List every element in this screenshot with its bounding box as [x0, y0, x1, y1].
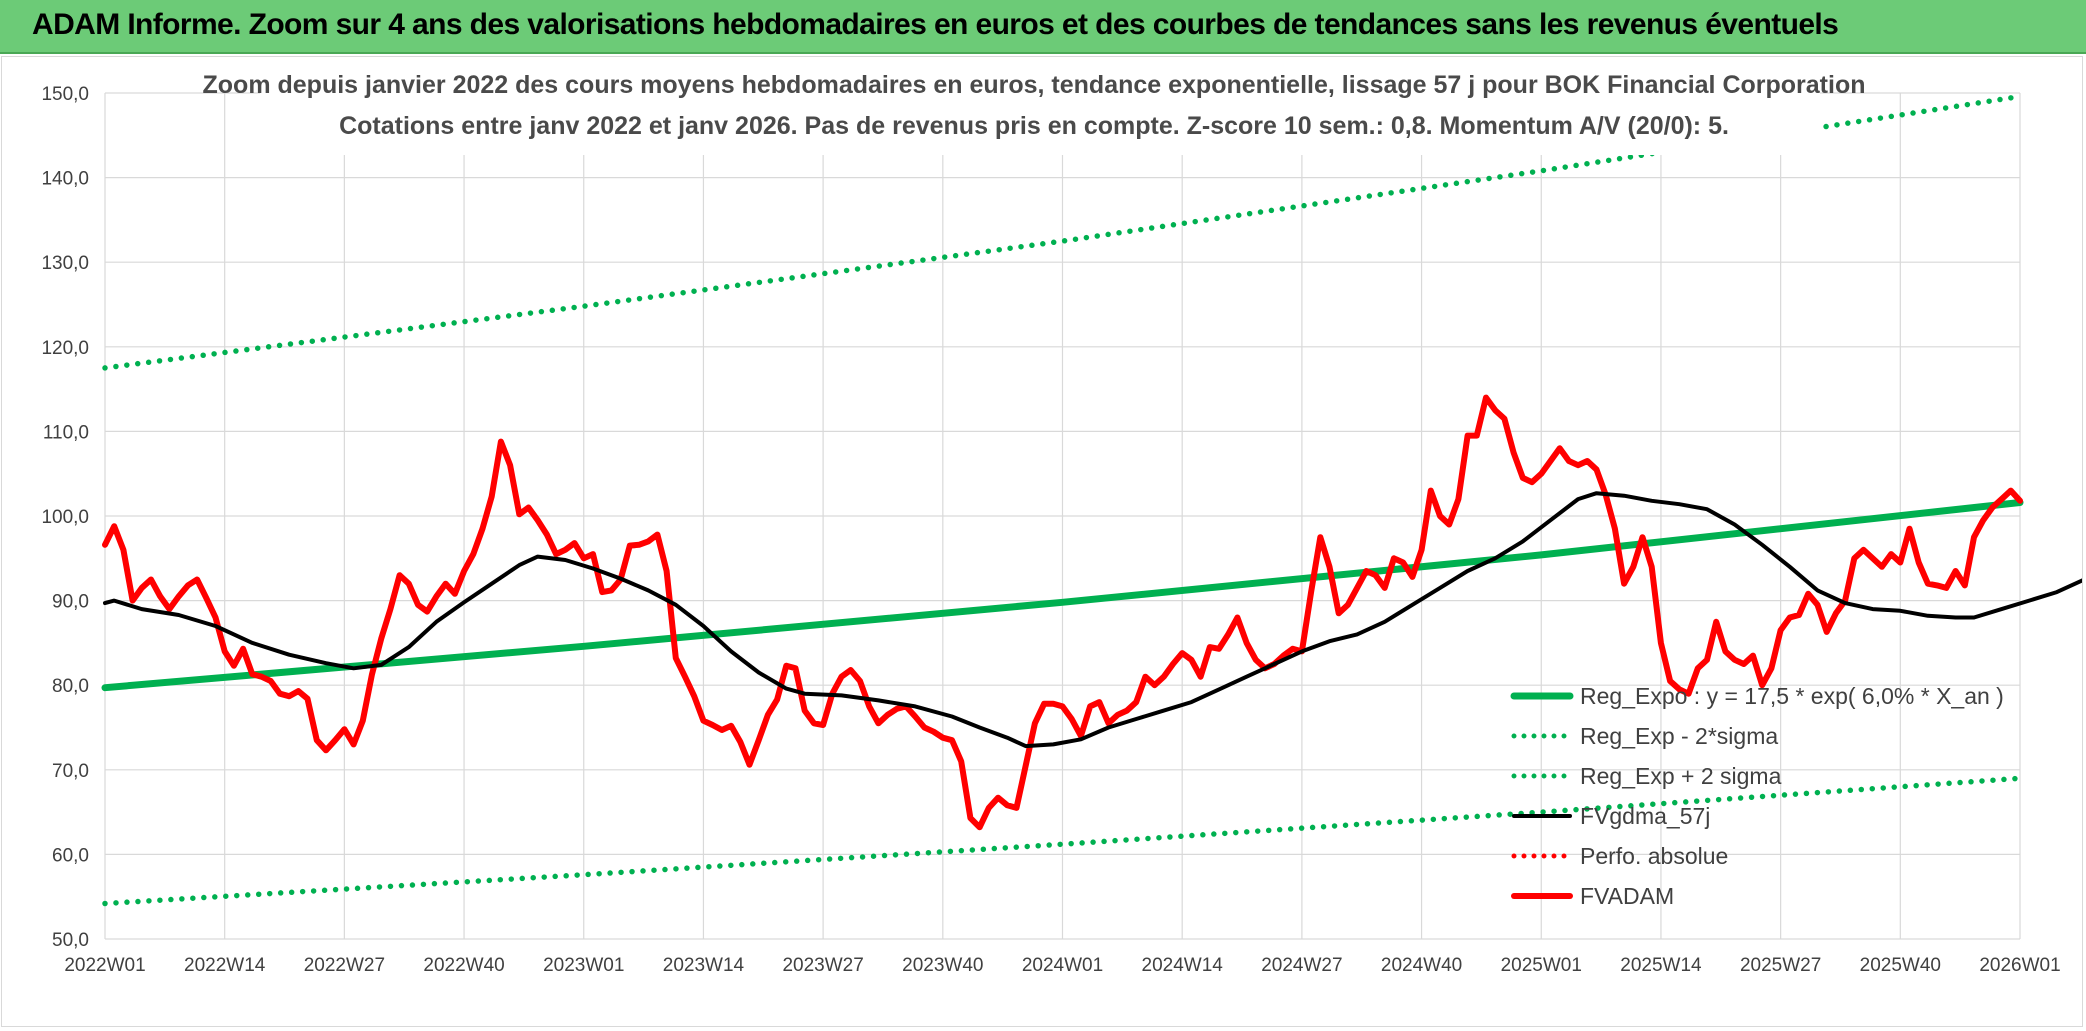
- series-line: [102, 93, 2023, 371]
- y-tick-label: 60,0: [52, 845, 89, 866]
- x-tick-label: 2025W14: [1620, 955, 1702, 976]
- y-tick-label: 140,0: [41, 169, 89, 190]
- legend-label: Reg_Exp - 2*sigma: [1580, 723, 1778, 749]
- legend-label: FVADAM: [1580, 883, 1674, 909]
- y-tick-label: 120,0: [41, 338, 89, 359]
- x-tick-label: 2024W14: [1142, 955, 1224, 976]
- legend-label: FVgdma_57j: [1580, 803, 1710, 829]
- x-tick-label: 2023W40: [902, 955, 983, 976]
- legend: Reg_Expo : y = 17,5 * exp( 6,0% * X_an )…: [1510, 683, 2004, 909]
- title-background: [260, 59, 1820, 155]
- series-lines: [101, 93, 2082, 907]
- x-axis-ticks: 2022W01 2022W14 2022W27 2022W40 2023W01 2023W…: [64, 955, 2060, 976]
- x-tick-label: 2025W01: [1501, 955, 1582, 976]
- report-title: ADAM Informe. Zoom sur 4 ans des valoris…: [32, 8, 1839, 41]
- series-line: [102, 394, 2023, 831]
- y-tick-label: 150,0: [41, 84, 89, 105]
- x-tick-label: 2024W01: [1022, 955, 1103, 976]
- x-tick-label: 2026W01: [1979, 955, 2060, 976]
- y-tick-label: 110,0: [43, 422, 89, 443]
- y-tick-label: 70,0: [52, 761, 89, 782]
- chart-frame: 50,0 60,0 70,0 80,0 90,0 100,0 110,0 120,0 130,0…: [1, 56, 2083, 1027]
- x-tick-label: 2022W01: [64, 955, 145, 976]
- x-tick-label: 2025W27: [1740, 955, 1821, 976]
- x-tick-label: 2022W27: [304, 955, 385, 976]
- series-line: [102, 775, 2023, 907]
- y-tick-label: 50,0: [52, 930, 89, 951]
- x-tick-label: 2022W40: [423, 955, 504, 976]
- x-tick-label: 2022W14: [184, 955, 266, 976]
- gridlines: [104, 92, 2021, 940]
- header-bar: ADAM Informe. Zoom sur 4 ans des valoris…: [0, 0, 2086, 54]
- chart-title-line-2: Cotations entre janv 2022 et janv 2026. …: [339, 112, 1729, 140]
- series-line: [101, 499, 2024, 692]
- series-line: [103, 491, 2082, 749]
- legend-label: Reg_Expo : y = 17,5 * exp( 6,0% * X_an ): [1580, 683, 2004, 709]
- x-tick-label: 2023W27: [782, 955, 863, 976]
- y-tick-label: 90,0: [52, 592, 89, 613]
- legend-label: Perfo. absolue: [1580, 843, 1728, 869]
- y-tick-label: 100,0: [41, 507, 89, 528]
- x-tick-label: 2024W40: [1381, 955, 1462, 976]
- y-axis-ticks: 50,0 60,0 70,0 80,0 90,0 100,0 110,0 120,0 130,0…: [41, 84, 89, 951]
- x-tick-label: 2025W40: [1860, 955, 1941, 976]
- legend-label: Reg_Exp + 2 sigma: [1580, 763, 1782, 789]
- y-tick-label: 130,0: [41, 253, 89, 274]
- x-tick-label: 2023W14: [663, 955, 745, 976]
- x-tick-label: 2024W27: [1261, 955, 1342, 976]
- line-chart: 50,0 60,0 70,0 80,0 90,0 100,0 110,0 120,0 130,0…: [41, 59, 2082, 976]
- y-tick-label: 80,0: [52, 676, 89, 697]
- chart-title-line-1: Zoom depuis janvier 2022 des cours moyen…: [203, 71, 1866, 99]
- x-tick-label: 2023W01: [543, 955, 624, 976]
